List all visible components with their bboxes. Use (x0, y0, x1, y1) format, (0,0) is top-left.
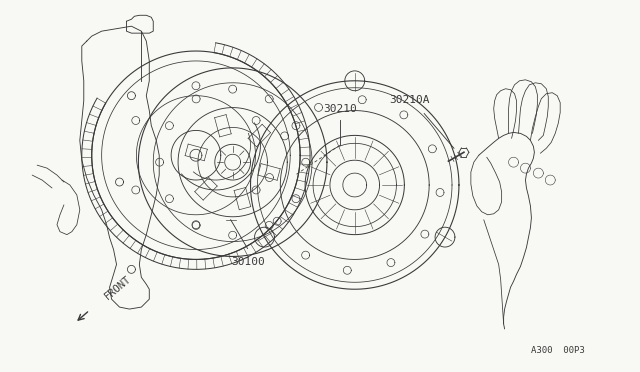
Text: FRONT: FRONT (102, 273, 133, 301)
Text: A300  00P3: A300 00P3 (531, 346, 585, 355)
Text: 30210: 30210 (323, 103, 356, 113)
Text: 30210A: 30210A (389, 94, 429, 105)
Text: 30100: 30100 (232, 257, 266, 267)
